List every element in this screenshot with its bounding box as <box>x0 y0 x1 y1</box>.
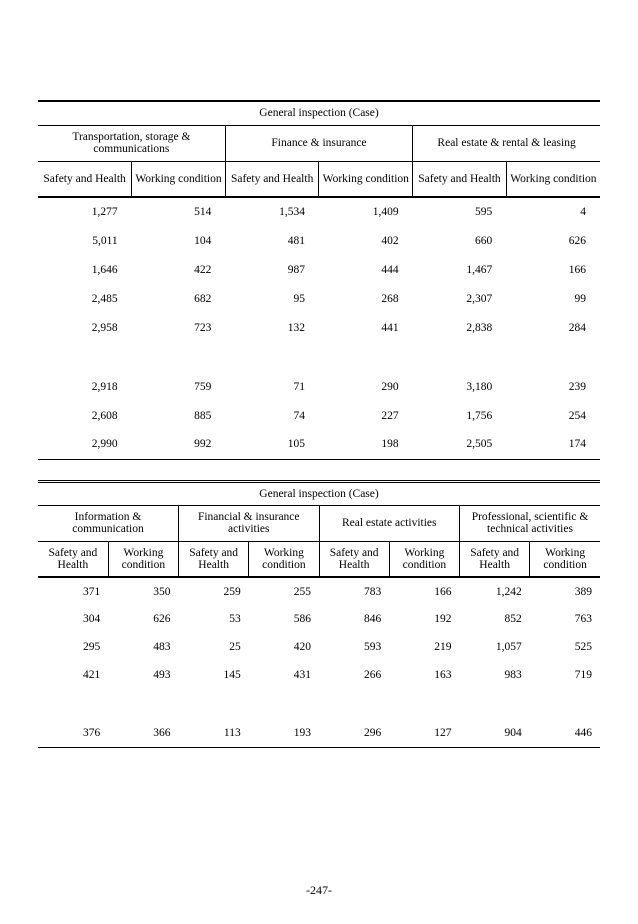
t2-sub-2-0: Safety and Health <box>319 541 389 577</box>
t2-sub-1-1: Working condition <box>249 541 319 577</box>
table1-title: General inspection (Case) <box>38 101 600 125</box>
table-row: 1,277 514 1,534 1,409 595 4 <box>38 197 600 226</box>
table-row: 295 483 25 420 593 219 1,057 525 <box>38 633 600 661</box>
t1-sub-1-0: Safety and Health <box>225 161 319 197</box>
t2-group-0: Information & communication <box>38 505 179 541</box>
t1-group-2: Real estate & rental & leasing <box>413 125 600 161</box>
table-row: 2,990 992 105 198 2,505 174 <box>38 430 600 459</box>
table-row: 421 493 145 431 266 163 983 719 <box>38 661 600 689</box>
t2-sub-0-1: Working condition <box>108 541 178 577</box>
t2-sub-3-0: Safety and Health <box>460 541 530 577</box>
table-row: 1,646 422 987 444 1,467 166 <box>38 255 600 284</box>
t2-sub-0-0: Safety and Health <box>38 541 108 577</box>
table-row: 2,608 885 74 227 1,756 254 <box>38 401 600 430</box>
table-row: 304 626 53 586 846 192 852 763 <box>38 605 600 633</box>
page-number: -247- <box>0 883 638 898</box>
t1-sub-2-0: Safety and Health <box>413 161 507 197</box>
t2-group-2: Real estate activities <box>319 505 460 541</box>
table-row: 2,485 682 95 268 2,307 99 <box>38 284 600 313</box>
t2-sub-2-1: Working condition <box>389 541 459 577</box>
table-row: 5,011 104 481 402 660 626 <box>38 226 600 255</box>
inspection-table-1: General inspection (Case) Transportation… <box>38 100 600 460</box>
table-row: 2,958 723 132 441 2,838 284 <box>38 313 600 342</box>
table-gap <box>38 689 600 719</box>
table-row: 376 366 113 193 296 127 904 446 <box>38 719 600 747</box>
t1-sub-0-1: Working condition <box>132 161 226 197</box>
table2-title: General inspection (Case) <box>38 481 600 505</box>
t1-sub-1-1: Working condition <box>319 161 413 197</box>
t1-group-0: Transportation, storage & communications <box>38 125 225 161</box>
t2-sub-3-1: Working condition <box>530 541 600 577</box>
table-row: 2,918 759 71 290 3,180 239 <box>38 372 600 401</box>
table-row: 371 350 259 255 783 166 1,242 389 <box>38 577 600 605</box>
inspection-table-2: General inspection (Case) Information & … <box>38 480 600 748</box>
t1-group-1: Finance & insurance <box>225 125 412 161</box>
t2-group-3: Professional, scientific & technical act… <box>460 505 601 541</box>
t1-sub-0-0: Safety and Health <box>38 161 132 197</box>
t2-group-1: Financial & insurance activities <box>179 505 320 541</box>
table-gap <box>38 342 600 372</box>
t1-sub-2-1: Working condition <box>506 161 600 197</box>
t2-sub-1-0: Safety and Health <box>179 541 249 577</box>
